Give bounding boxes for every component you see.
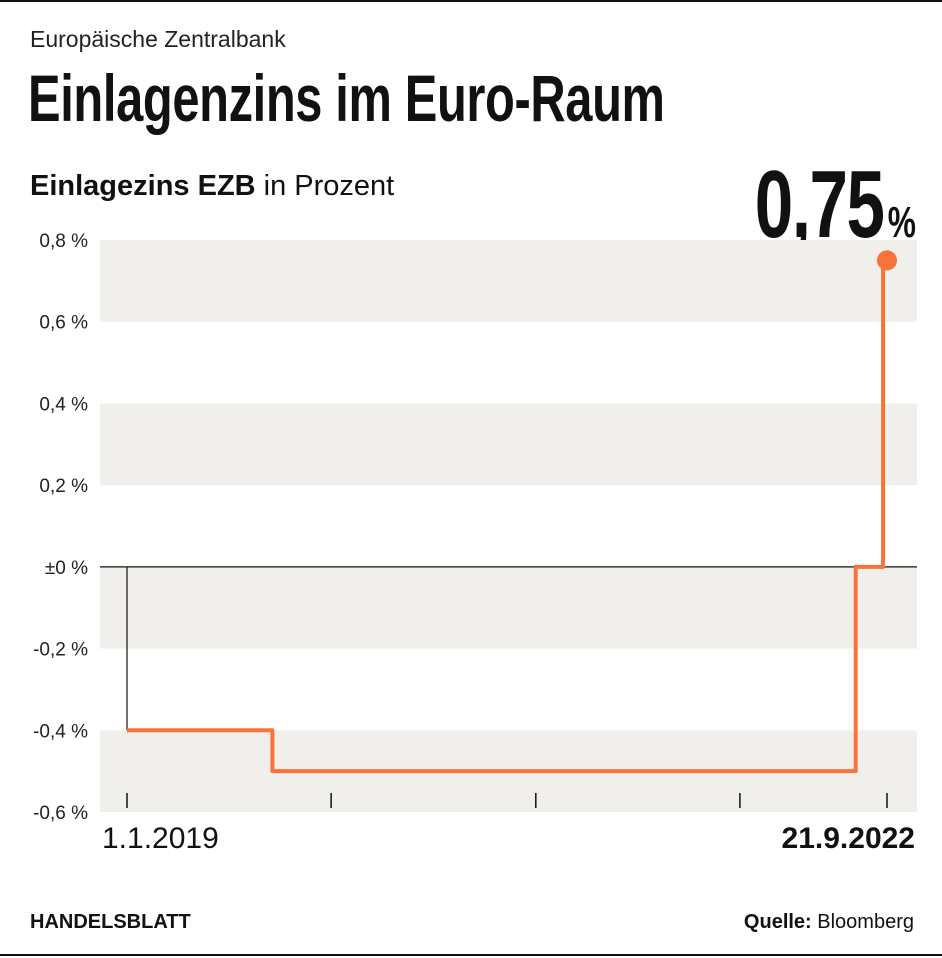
x-tick-label-end: 21.9.2022: [782, 822, 915, 855]
source-label: Quelle:: [743, 911, 812, 933]
y-tick-label: -0,6 %: [33, 803, 88, 824]
chart-subtitle: Einlagezins EZB in Prozent: [30, 170, 394, 203]
subtitle-bold: Einlagezins EZB: [30, 170, 256, 202]
x-tick-label-start: 1.1.2019: [102, 822, 219, 855]
y-tick-label: 0,8 %: [39, 231, 88, 252]
current-value-unit: %: [887, 198, 916, 247]
grid-band: [100, 566, 917, 649]
grid-band: [100, 240, 917, 322]
subtitle-unit: in Prozent: [255, 170, 395, 202]
y-tick-label: -0,2 %: [33, 640, 88, 661]
source-note: Quelle: Bloomberg: [744, 911, 914, 934]
endpoint-marker: [877, 250, 897, 271]
brand-logo: HANDELSBLATT: [30, 911, 191, 933]
source-value: Bloomberg: [811, 911, 914, 933]
frame-bottom-border: [0, 954, 942, 956]
y-tick-label: ±0 %: [45, 558, 88, 579]
grid-band: [100, 403, 917, 486]
y-tick-label: -0,4 %: [33, 721, 88, 742]
series-line: [127, 258, 887, 774]
chart-title: Einlagenzins im Euro-Raum: [28, 61, 665, 135]
kicker: Europäische Zentralbank: [30, 26, 286, 52]
y-tick-label: 0,2 %: [39, 476, 88, 497]
y-tick-label: 0,6 %: [39, 313, 88, 334]
y-tick-label: 0,4 %: [39, 394, 88, 415]
frame-top-border: [0, 0, 942, 2]
